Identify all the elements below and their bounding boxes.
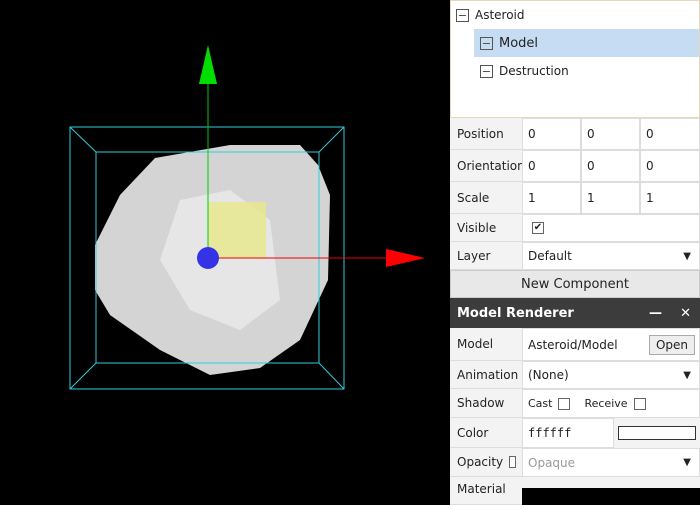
open-button[interactable]: Open xyxy=(648,334,695,355)
color-input[interactable]: ffffff xyxy=(522,418,614,448)
field-label: Opacity xyxy=(450,448,522,477)
text-field[interactable]: Asteroid/Model Open xyxy=(522,328,700,361)
viewport xyxy=(69,45,425,390)
dropdown-value: Opaque xyxy=(528,455,576,470)
tree-item-selected[interactable]: Model xyxy=(474,29,699,57)
number-input[interactable]: 0 xyxy=(581,118,640,150)
checkbox[interactable] xyxy=(509,456,516,468)
field-label: Layer xyxy=(450,242,522,270)
tree-label: Model xyxy=(499,35,539,51)
field-label: Visible xyxy=(450,214,522,242)
component-title: Model Renderer xyxy=(457,305,574,321)
option-label: Receive xyxy=(584,397,628,410)
checkbox[interactable] xyxy=(633,397,646,410)
hierarchy: Asteroid Model Destruction xyxy=(450,0,700,118)
field-label: Model xyxy=(450,328,522,361)
field-label: Material xyxy=(450,477,522,505)
field-label: Animation xyxy=(450,361,522,389)
field-value: Asteroid/Model xyxy=(528,337,618,352)
dropdown-value: (None) xyxy=(528,368,569,382)
field-label: Orientation xyxy=(450,150,522,182)
field-label: Scale xyxy=(450,182,522,214)
tree-label: Destruction xyxy=(499,64,569,78)
tree-item[interactable]: Destruction xyxy=(480,61,569,81)
shadow-options: Cast Receive xyxy=(522,389,700,418)
collapse-button[interactable]: — xyxy=(649,305,662,321)
tree-item[interactable]: Asteroid xyxy=(456,5,525,25)
y-arrow[interactable] xyxy=(199,45,217,84)
field-label: Position xyxy=(450,118,522,150)
gizmo-plane[interactable] xyxy=(208,202,266,258)
number-input[interactable]: 0 xyxy=(522,150,581,182)
checkbox[interactable]: ✔ xyxy=(532,222,544,234)
color-swatch[interactable] xyxy=(618,426,696,440)
number-input[interactable]: 0 xyxy=(640,150,700,182)
editor: Asteroid Model Destruction Position 0 0 0 Or… xyxy=(69,0,700,505)
number-input[interactable]: 0 xyxy=(522,118,581,150)
tree-label: Asteroid xyxy=(475,8,525,22)
dropdown[interactable]: Default ▼ xyxy=(522,242,700,270)
checkbox-cell[interactable]: ✔ xyxy=(522,214,700,242)
dropdown[interactable]: Opaque ▼ xyxy=(522,448,700,477)
dropdown[interactable]: (None) ▼ xyxy=(522,361,700,389)
field-label-text: Opacity xyxy=(457,455,504,469)
number-input[interactable]: 0 xyxy=(640,118,700,150)
close-button[interactable]: ✕ xyxy=(680,305,691,321)
component-header: Model Renderer — ✕ xyxy=(450,298,700,328)
number-input[interactable]: 1 xyxy=(640,182,700,214)
number-input[interactable]: 0 xyxy=(581,150,640,182)
new-component-button[interactable]: New Component xyxy=(450,270,700,298)
number-input[interactable]: 1 xyxy=(581,182,640,214)
option-label: Cast xyxy=(528,397,553,410)
dropdown-value: Default xyxy=(528,249,572,263)
number-input[interactable]: 1 xyxy=(522,182,581,214)
x-arrow[interactable] xyxy=(386,249,425,267)
field-label: Color xyxy=(450,418,522,448)
gizmo-center[interactable] xyxy=(197,247,219,269)
checkbox[interactable] xyxy=(558,397,571,410)
field-label: Shadow xyxy=(450,389,522,418)
